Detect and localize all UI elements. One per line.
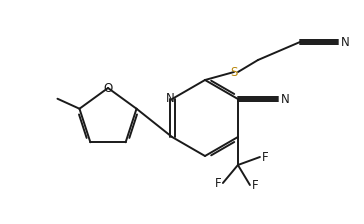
Text: N: N xyxy=(341,35,349,49)
Text: N: N xyxy=(166,91,174,105)
Text: S: S xyxy=(230,65,238,78)
Text: F: F xyxy=(252,179,258,192)
Text: F: F xyxy=(215,177,221,190)
Text: O: O xyxy=(103,82,112,95)
Text: N: N xyxy=(281,93,289,106)
Text: F: F xyxy=(262,151,268,164)
